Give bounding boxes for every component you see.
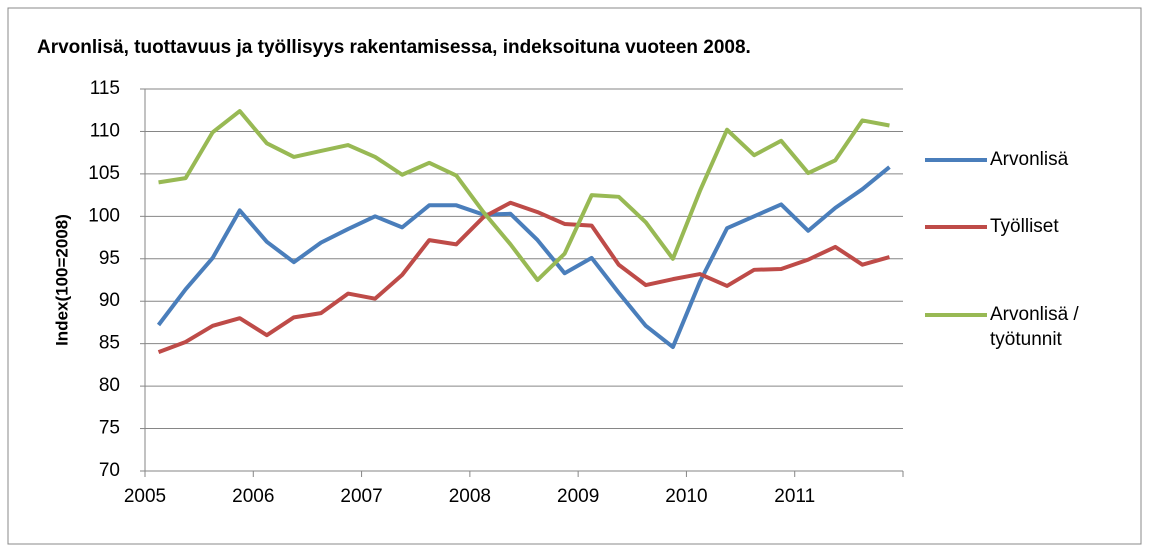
y-tick-label: 75	[99, 418, 120, 439]
chart-frame	[7, 7, 1142, 545]
chart-title: Arvonlisä, tuottavuus ja työllisyys rake…	[37, 37, 751, 58]
y-tick-label: 110	[90, 120, 120, 141]
series-line	[157, 200, 891, 355]
y-tick-label: 85	[99, 333, 120, 354]
y-axis-label: Index(100=2008)	[52, 214, 71, 346]
y-tick-label: 80	[99, 375, 120, 396]
legend-label: Arvonlisä	[990, 149, 1069, 170]
legend-label: Arvonlisä / työtunnit	[990, 304, 1079, 350]
x-tick-label: 2009	[557, 486, 599, 507]
y-tick-label: 70	[99, 460, 120, 481]
y-tick-label: 105	[88, 163, 120, 184]
series-line	[156, 165, 891, 350]
x-tick-label: 2007	[340, 486, 382, 507]
y-tick-label: 95	[99, 248, 120, 269]
y-tick-label: 100	[88, 205, 120, 226]
x-tick-label: 2011	[774, 486, 815, 507]
x-tick-label: 2008	[449, 486, 491, 507]
x-tick-label: 2006	[232, 486, 274, 507]
series-line	[158, 109, 890, 282]
x-tick-label: 2005	[124, 486, 166, 507]
y-tick-label: 90	[99, 290, 120, 311]
legend-label: Työlliset	[990, 216, 1059, 237]
y-tick-label: 115	[90, 78, 120, 99]
x-tick-label: 2010	[665, 486, 707, 507]
